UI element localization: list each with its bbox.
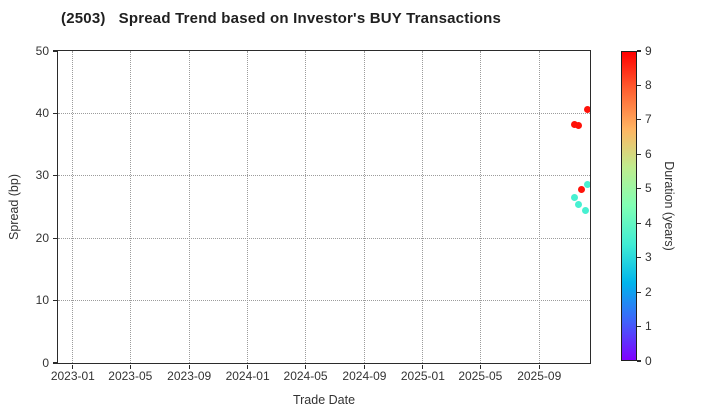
y-tick-mark: [52, 237, 57, 239]
x-gridline: [479, 51, 481, 363]
y-tick-label: 0: [42, 355, 49, 370]
chart-title: (2503) Spread Trend based on Investor's …: [61, 10, 502, 27]
y-tick-label: 20: [35, 230, 49, 245]
colorbar: [621, 51, 637, 361]
x-gridline: [538, 51, 540, 363]
y-tick-label: 40: [35, 105, 49, 120]
x-tick-label: 2023-09: [167, 369, 212, 383]
x-tick-label: 2024-01: [225, 369, 270, 383]
plot-area: [57, 50, 591, 364]
x-gridline: [247, 51, 249, 363]
x-tick-mark: [129, 364, 131, 369]
x-tick-label: 2025-05: [458, 369, 503, 383]
x-gridline: [72, 51, 74, 363]
x-tick-mark: [72, 364, 74, 369]
x-tick-mark: [247, 364, 249, 369]
y-gridline: [58, 175, 590, 177]
colorbar-tick-mark: [637, 257, 641, 259]
colorbar-tick-mark: [637, 119, 641, 121]
colorbar-tick-mark: [637, 222, 641, 224]
colorbar-tick-label: 2: [645, 284, 652, 299]
colorbar-tick-mark: [637, 84, 641, 87]
y-tick-mark: [52, 175, 57, 177]
x-tick-mark: [188, 364, 190, 369]
colorbar-tick-mark: [637, 325, 641, 328]
colorbar-tick-label: 3: [645, 250, 652, 265]
x-tick-mark: [304, 364, 307, 369]
x-tick-mark: [479, 364, 481, 369]
y-gridline: [58, 237, 590, 239]
colorbar-tick-mark: [637, 188, 641, 190]
colorbar-tick-label: 9: [645, 43, 652, 58]
scatter-point: [582, 207, 590, 215]
y-tick-mark: [52, 112, 57, 114]
x-tick-label: 2025-01: [400, 369, 445, 383]
x-tick-label: 2023-05: [108, 369, 153, 383]
y-tick-label: 30: [35, 168, 49, 183]
scatter-point: [578, 186, 586, 194]
colorbar-tick-label: 5: [645, 181, 652, 196]
x-gridline: [188, 51, 190, 363]
y-tick-mark: [52, 362, 57, 364]
x-gridline: [363, 51, 365, 363]
colorbar-tick-label: 1: [645, 319, 652, 334]
x-gridline: [305, 51, 307, 363]
scatter-point: [570, 121, 578, 129]
x-tick-mark: [538, 364, 540, 369]
y-tick-label: 50: [35, 43, 49, 58]
scatter-point: [584, 106, 590, 114]
x-tick-mark: [422, 364, 424, 369]
x-gridline: [129, 51, 131, 363]
x-tick-label: 2025-09: [517, 369, 562, 383]
colorbar-tick-mark: [637, 360, 641, 362]
colorbar-tick-label: 8: [645, 77, 652, 92]
y-gridline: [58, 112, 590, 114]
colorbar-tick-mark: [637, 291, 641, 293]
x-tick-label: 2024-05: [283, 369, 328, 383]
x-gridline: [422, 51, 424, 363]
colorbar-tick-label: 7: [645, 112, 652, 127]
scatter-point: [571, 193, 579, 201]
colorbar-tick-mark: [637, 153, 641, 155]
x-tick-mark: [363, 364, 366, 369]
y-tick-mark: [52, 300, 57, 302]
scatter-point: [575, 121, 582, 129]
scatter-point: [584, 181, 590, 189]
y-gridline: [58, 300, 590, 302]
scatter-point: [575, 201, 583, 208]
colorbar-tick-label: 4: [645, 215, 652, 230]
x-axis-label: Trade Date: [292, 393, 356, 407]
x-tick-label: 2024-09: [342, 369, 387, 383]
y-tick-mark: [52, 50, 57, 52]
x-tick-label: 2023-01: [50, 369, 95, 383]
y-tick-label: 10: [35, 293, 49, 308]
colorbar-tick-label: 0: [645, 353, 652, 368]
colorbar-tick-mark: [637, 50, 641, 52]
colorbar-label-text: Duration (years): [662, 161, 676, 251]
colorbar-tick-label: 6: [645, 146, 652, 161]
